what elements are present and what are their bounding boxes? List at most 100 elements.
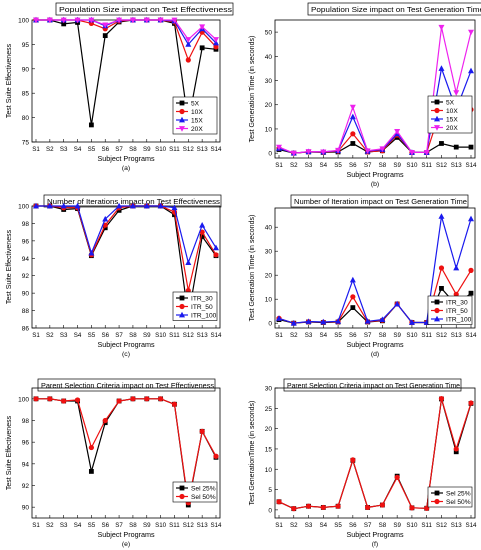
data-point: [276, 499, 282, 505]
y-tick-label: 30: [265, 386, 273, 393]
data-point: [320, 318, 327, 325]
data-point: [290, 150, 297, 157]
data-point: [408, 319, 415, 325]
data-point: [171, 401, 178, 407]
x-axis-label: Subject Programs: [97, 154, 155, 163]
data-point: [88, 469, 94, 474]
x-tick-label: S2: [46, 522, 54, 529]
x-tick-label: S14: [465, 522, 477, 529]
plot-frame: [274, 387, 476, 519]
y-axis-label: Test Suite Effectiveness: [6, 229, 13, 304]
data-point: [438, 24, 445, 31]
chart-title: Number of Iterations impact on Test Effe…: [47, 197, 220, 206]
panel-caption: (b): [371, 181, 379, 188]
data-point: [129, 202, 136, 209]
y-tick-label: 90: [22, 66, 30, 73]
y-tick-label: 75: [22, 140, 30, 147]
x-tick-label: S1: [275, 522, 283, 529]
legend-label: Sel 50%: [191, 494, 216, 501]
data-point: [130, 396, 136, 402]
x-tick-label: S5: [334, 522, 342, 529]
x-tick-label: S12: [436, 522, 448, 529]
data-point: [468, 67, 474, 74]
x-tick-label: S5: [88, 146, 96, 153]
x-tick-label: S13: [451, 332, 463, 339]
x-tick-label: S6: [349, 162, 357, 169]
legend-marker: [179, 303, 185, 310]
legend: Sel 25% Sel 50%: [427, 486, 473, 508]
data-point: [199, 221, 206, 228]
data-point: [102, 22, 109, 29]
x-tick-label: S2: [290, 332, 298, 339]
data-point: [199, 428, 205, 434]
y-tick-label: 80: [22, 115, 30, 122]
panel-caption: (d): [371, 351, 379, 358]
data-point: [199, 229, 205, 235]
x-tick-label: S11: [421, 522, 432, 529]
data-point: [276, 315, 282, 321]
chart-panel: Number of Iterations impact on Test Effe…: [6, 194, 222, 358]
x-tick-label: S14: [465, 332, 477, 339]
data-point: [468, 29, 474, 36]
legend-label: 15X: [446, 116, 458, 123]
legend-marker: [434, 299, 440, 305]
data-point: [453, 90, 460, 96]
data-point: [350, 294, 356, 300]
x-tick-label: S9: [393, 162, 401, 169]
legend-marker: [179, 311, 185, 318]
y-tick-label: 40: [265, 54, 273, 61]
series-line: [278, 27, 472, 154]
data-point: [468, 267, 474, 273]
y-tick-label: 20: [265, 426, 273, 433]
y-tick-label: 0: [268, 151, 272, 158]
y-tick-label: 95: [22, 42, 30, 49]
x-tick-label: S9: [393, 332, 401, 339]
x-tick-label: S4: [74, 146, 82, 153]
legend-marker: [179, 108, 185, 115]
data-point: [349, 113, 356, 120]
x-tick-label: S7: [115, 522, 123, 529]
data-point: [439, 286, 444, 291]
y-tick-label: 0: [268, 507, 272, 514]
legend-label: 15X: [191, 117, 203, 124]
data-point: [33, 396, 39, 402]
panel-caption: (f): [372, 541, 378, 548]
chart-title: Parent Selection Criteria impact on Test…: [287, 381, 460, 390]
y-tick-label: 10: [265, 297, 273, 304]
legend-marker: [434, 99, 440, 105]
data-point: [88, 17, 95, 24]
data-point: [468, 144, 474, 150]
data-point: [335, 318, 342, 324]
x-tick-label: S4: [320, 522, 328, 529]
data-point: [199, 24, 206, 31]
data-point: [33, 17, 39, 24]
y-tick-label: 5: [268, 487, 272, 494]
data-point: [213, 453, 219, 459]
x-axis-label: Subject Programs: [346, 530, 404, 539]
y-tick-label: 85: [22, 91, 30, 98]
y-axis-label: Test GenerationTime (in seconds): [249, 401, 256, 506]
data-point: [74, 397, 81, 403]
x-tick-label: S3: [60, 146, 68, 153]
series-line: [36, 205, 217, 291]
x-tick-label: S11: [169, 332, 180, 339]
legend-label: Sel 50%: [446, 499, 471, 506]
y-tick-label: 100: [18, 18, 29, 25]
data-point: [423, 150, 430, 156]
data-point: [394, 474, 400, 480]
legend-marker: [434, 307, 440, 314]
chart-title: Number of Iteration impact on Test Gener…: [294, 197, 467, 206]
data-point: [408, 150, 415, 156]
x-tick-label: S12: [183, 522, 195, 529]
data-point: [102, 222, 108, 228]
data-point: [379, 316, 386, 322]
panel-caption: (c): [122, 351, 130, 358]
x-tick-label: S14: [465, 162, 477, 169]
x-axis-label: Subject Programs: [346, 340, 404, 349]
data-point: [116, 202, 123, 209]
x-tick-label: S10: [406, 332, 418, 339]
